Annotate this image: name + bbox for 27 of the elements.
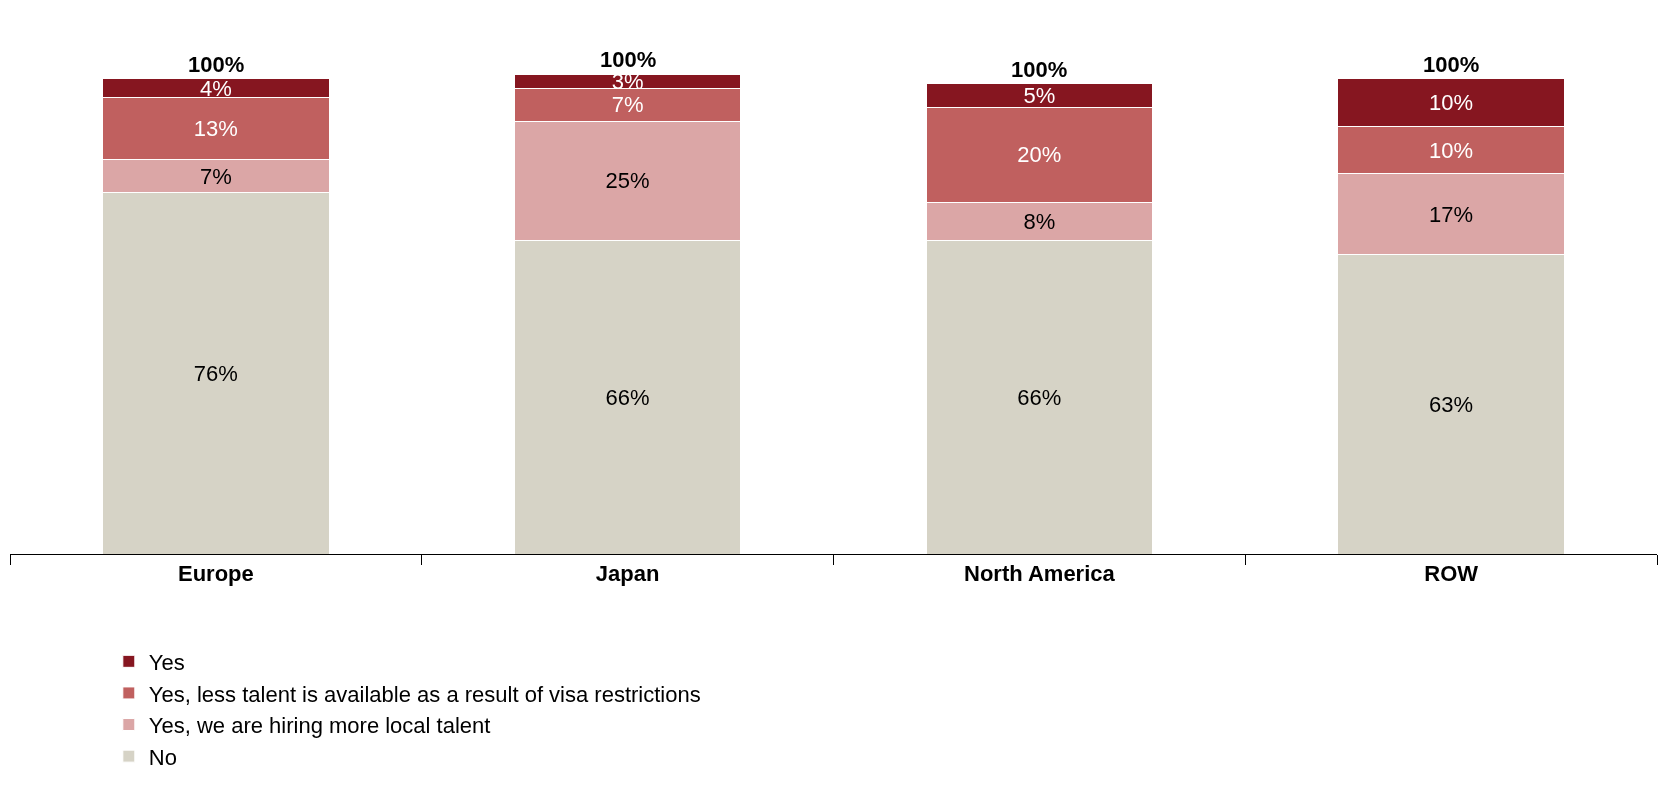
data-label: 7% <box>611 92 644 118</box>
x-tick-label: North America <box>963 561 1116 587</box>
data-label: 10% <box>1429 137 1474 163</box>
legend-label: No <box>148 744 177 770</box>
data-label: 66% <box>1017 384 1062 410</box>
x-tick-label: Japan <box>595 561 660 587</box>
data-label: 7% <box>199 163 232 189</box>
data-label: 25% <box>605 168 650 194</box>
x-tick-label: ROW <box>1424 561 1479 587</box>
legend-label: Yes, we are hiring more local talent <box>148 713 491 739</box>
data-label: 8% <box>1023 208 1056 234</box>
data-label: 10% <box>1429 90 1474 116</box>
data-label: 5% <box>1023 82 1056 108</box>
data-label: 17% <box>1429 201 1474 227</box>
data-label: 4% <box>199 75 232 101</box>
total-label: 100% <box>1423 52 1480 77</box>
total-label: 100% <box>600 47 657 72</box>
legend-label: Yes <box>148 649 185 675</box>
x-tick-label: Europe <box>177 561 254 587</box>
total-label: 100% <box>188 52 245 77</box>
data-label: 66% <box>605 384 650 410</box>
data-label: 13% <box>193 116 238 142</box>
legend-label: Yes, less talent is available as a result of visa restrictions <box>148 681 701 707</box>
total-label: 100% <box>1011 57 1068 82</box>
data-label: 20% <box>1017 142 1062 168</box>
data-label: 63% <box>1429 391 1474 417</box>
data-label: 76% <box>193 360 238 386</box>
